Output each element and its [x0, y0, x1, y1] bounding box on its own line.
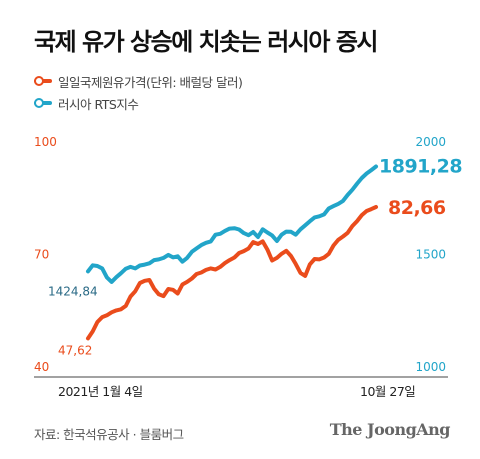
- x-axis-start-label: 2021년 1월 4일: [58, 384, 143, 399]
- oil-end-value-label: 82,66: [388, 197, 446, 219]
- rts-end-value-label: 1891,28: [379, 155, 462, 177]
- publisher-logo: The JoongAng: [329, 420, 451, 439]
- legend-item-oil: 일일국제원유가격(단위: 배럴당 달러): [34, 72, 243, 90]
- series-line-1: [86, 164, 378, 284]
- legend-label-rts: 러시아 RTS지수: [58, 96, 139, 112]
- right-axis-tick-0: 2000: [415, 135, 446, 149]
- series-line-0: [86, 205, 378, 341]
- legend-swatch-oil: [34, 76, 52, 86]
- source-note: 자료: 한국석유공사 · 블룸버그: [34, 427, 184, 442]
- legend-swatch-rts: [34, 98, 52, 108]
- right-axis-tick-1: 1500: [415, 248, 446, 262]
- legend-item-rts: 러시아 RTS지수: [34, 94, 139, 112]
- chart-title: 국제 유가 상승에 치솟는 러시아 증시: [34, 28, 378, 56]
- left-axis-tick-0: 100: [34, 135, 57, 149]
- left-axis-tick-1: 70: [34, 248, 49, 262]
- x-axis-end-label: 10월 27일: [360, 384, 415, 399]
- right-axis-tick-2: 1000: [415, 360, 446, 374]
- oil-start-value-label: 47,62: [58, 343, 92, 357]
- rts-start-value-label: 1424,84: [48, 284, 98, 298]
- left-axis-tick-2: 40: [34, 360, 49, 374]
- legend-label-oil: 일일국제원유가격(단위: 배럴당 달러): [58, 74, 243, 90]
